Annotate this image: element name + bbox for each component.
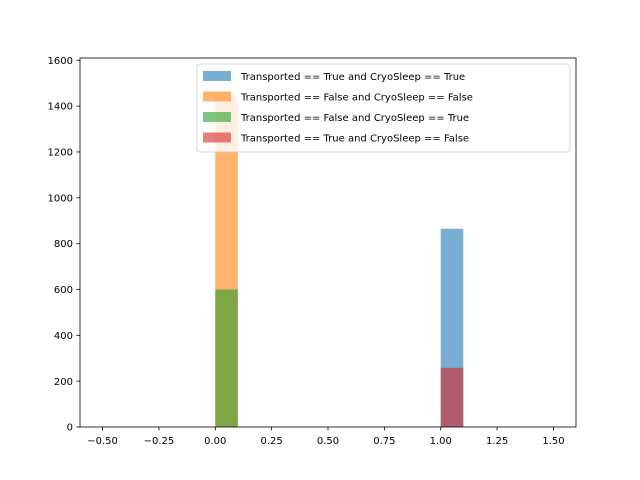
legend: Transported == True and CryoSleep == Tru… [196,63,571,153]
x-axis-ticks: −0.50 −0.25 0.00 0.25 0.50 0.75 1.00 1.25 1.50 [87,427,565,447]
y-tick-label: 1400 [48,102,73,113]
y-tick-label: 0 [67,423,73,434]
x-tick-label: 0.25 [261,436,283,447]
legend-label-3: Transported == True and CryoSleep == Fal… [240,134,469,145]
y-axis-ticks: 0 200 400 600 800 1000 1200 1400 1600 [48,56,80,434]
x-tick-label: 1.25 [486,436,508,447]
y-tick-label: 1200 [48,148,73,159]
legend-box [196,63,571,153]
legend-swatch-1 [203,91,231,102]
y-tick-label: 200 [54,377,73,388]
legend-swatch-0 [203,71,231,81]
x-tick-label: −0.50 [87,436,118,447]
axes-frame [79,57,577,428]
legend-swatch-2 [203,112,231,122]
y-tick-label: 800 [54,239,73,250]
legend-swatch-3 [203,132,231,143]
x-tick-label: 0.00 [204,436,226,447]
bar-series-3-0 [440,367,464,427]
y-tick-label: 400 [54,331,73,342]
legend-label-2: Transported == False and CryoSleep == Tr… [240,113,469,124]
x-tick-label: 0.50 [317,436,339,447]
y-tick-label: 1000 [48,193,73,204]
legend-label-1: Transported == False and CryoSleep == Fa… [240,93,473,104]
x-tick-label: 0.75 [373,436,395,447]
legend-label-0: Transported == True and CryoSleep == Tru… [240,72,465,83]
y-tick-label: 1600 [48,56,73,67]
x-tick-label: 1.50 [542,436,564,447]
y-tick-label: 600 [54,285,73,296]
bar-series-2-0 [215,289,238,427]
x-tick-label: 1.00 [430,436,452,447]
bars-layer [215,96,464,427]
x-tick-label: −0.25 [144,436,175,447]
